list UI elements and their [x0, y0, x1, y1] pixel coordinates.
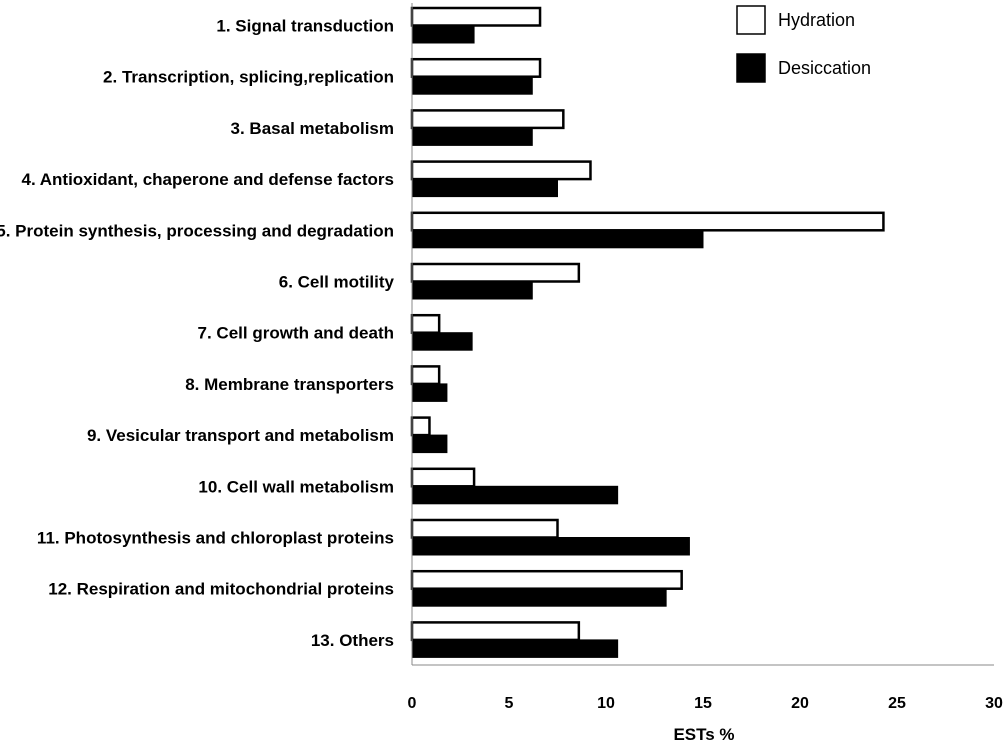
category-label: 6. Cell motility	[279, 273, 395, 292]
bar-hydration-11	[410, 518, 559, 539]
category-label: 3. Basal metabolism	[231, 119, 394, 138]
bar-hydration-6	[410, 262, 581, 283]
bar-hydration-5	[410, 211, 885, 232]
bar-hydration-3	[410, 109, 565, 130]
bar-hydration-10	[410, 467, 476, 488]
bar-hydration-2	[410, 57, 542, 78]
bar-desiccation-4	[411, 178, 558, 198]
x-axis-title: ESTs %	[673, 725, 734, 744]
x-tick-label: 5	[505, 695, 514, 712]
x-tick-label: 15	[694, 695, 712, 712]
bar-hydration-7	[410, 313, 441, 334]
bar-desiccation-1	[411, 25, 475, 44]
x-tick-label: 30	[985, 695, 1003, 712]
x-tick-label: 20	[791, 695, 809, 712]
bar-desiccation-3	[411, 127, 533, 146]
bar-hydration-12	[410, 569, 683, 590]
bar-hydration-1	[410, 6, 542, 27]
bar-desiccation-2	[411, 76, 533, 95]
category-label: 2. Transcription, splicing,replication	[103, 68, 394, 87]
legend-label-desiccation: Desiccation	[778, 58, 871, 78]
bar-desiccation-13	[411, 639, 619, 658]
bar-hydration-8	[410, 365, 441, 386]
bar-desiccation-6	[411, 281, 533, 300]
bar-desiccation-5	[411, 229, 704, 249]
category-label: 1. Signal transduction	[216, 17, 394, 36]
x-tick-label: 10	[597, 695, 615, 712]
bar-desiccation-7	[411, 332, 473, 351]
bar-hydration-13	[410, 621, 581, 642]
x-tick-label: 0	[408, 695, 417, 712]
category-label: 9. Vesicular transport and metabolism	[87, 426, 394, 445]
bar-hydration-9	[410, 416, 431, 437]
category-label: 7. Cell growth and death	[198, 324, 394, 343]
x-tick-labels: 0 5 10 15 20 25 30	[408, 695, 1003, 712]
legend-swatch-desiccation	[736, 53, 766, 83]
category-label: 10. Cell wall metabolism	[198, 477, 394, 496]
category-label: 12. Respiration and mitochondrial protei…	[48, 580, 394, 599]
bars-group	[410, 6, 885, 658]
x-tick-label: 25	[888, 695, 906, 712]
legend: Hydration Desiccation	[736, 5, 871, 83]
category-label: 8. Membrane transporters	[185, 375, 394, 394]
bar-desiccation-8	[411, 383, 448, 402]
category-label: 11. Photosynthesis and chloroplast prote…	[37, 529, 394, 548]
category-label: 4. Antioxidant, chaperone and defense fa…	[21, 170, 394, 189]
category-label: 5. Protein synthesis, processing and deg…	[0, 221, 394, 240]
legend-label-hydration: Hydration	[778, 10, 855, 30]
category-label: 13. Others	[311, 631, 394, 650]
bar-desiccation-10	[411, 485, 619, 505]
bar-desiccation-9	[411, 434, 448, 454]
category-labels: 1. Signal transduction 2. Transcription, …	[0, 17, 395, 650]
bar-desiccation-12	[411, 588, 667, 607]
bar-hydration-4	[410, 160, 592, 181]
legend-swatch-hydration	[736, 5, 766, 35]
bar-desiccation-11	[411, 537, 690, 556]
